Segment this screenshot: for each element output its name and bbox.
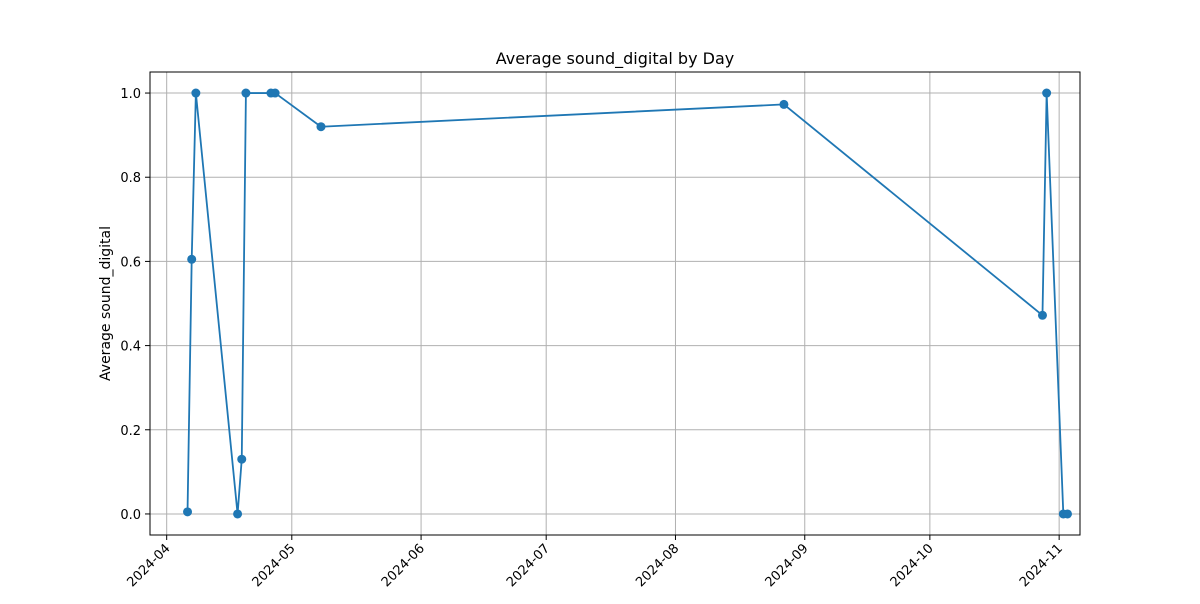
y-tick-label: 0.6 xyxy=(120,255,141,270)
data-point xyxy=(1062,509,1072,519)
data-point xyxy=(237,454,247,464)
y-axis-label: Average sound_digital xyxy=(98,226,114,381)
data-point xyxy=(187,254,197,264)
data-point xyxy=(191,88,201,98)
data-point xyxy=(270,88,280,98)
series-layer xyxy=(183,88,1072,519)
plot-area-frame xyxy=(149,71,1081,536)
data-point xyxy=(1037,310,1047,320)
data-point xyxy=(183,507,193,517)
y-tick-label: 1.0 xyxy=(120,87,141,102)
data-point xyxy=(316,122,326,132)
y-tick-label: 0.4 xyxy=(120,340,141,355)
data-point xyxy=(233,509,243,519)
chart-title: Average sound_digital by Day xyxy=(496,49,734,69)
y-axis: 0.0 0.2 0.4 0.6 0.8 1.0 xyxy=(120,87,150,523)
data-point xyxy=(779,99,789,109)
grid xyxy=(150,72,1080,535)
data-point xyxy=(241,88,251,98)
y-tick-label: 0.2 xyxy=(120,424,141,439)
y-tick-label: 0.0 xyxy=(120,508,141,523)
y-tick-label: 0.8 xyxy=(120,171,141,186)
data-point xyxy=(1042,88,1052,98)
